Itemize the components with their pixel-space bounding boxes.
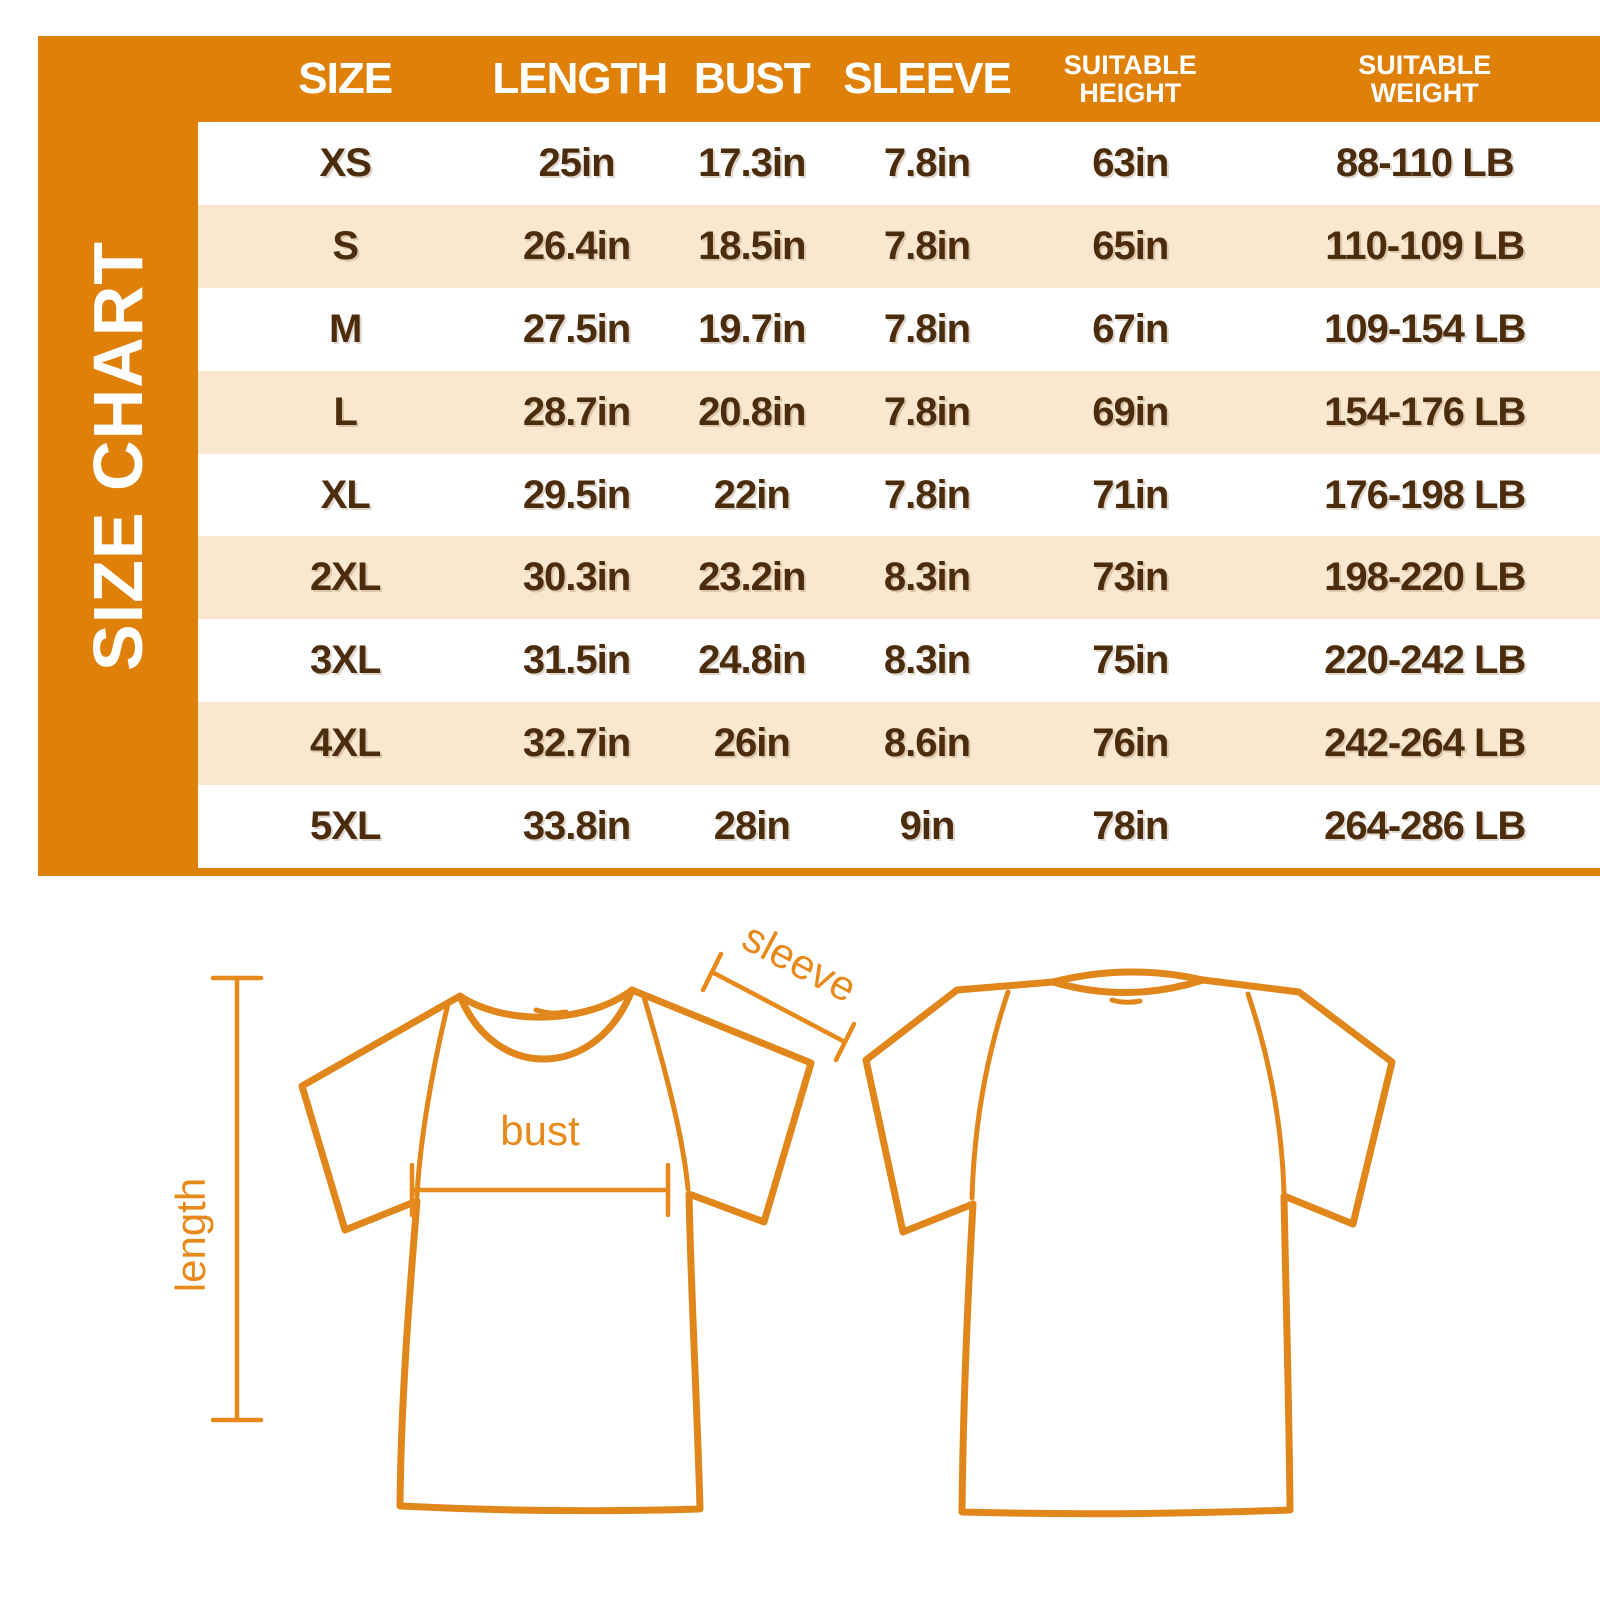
size-cell: 3XL (310, 638, 381, 683)
sleeve-cell: 7.8in (883, 389, 971, 434)
table-row: M 27.5in 19.7in 7.8in 67in 109-154 LB (198, 288, 1600, 371)
column-header-length: LENGTH (492, 54, 668, 104)
weight-cell: 154-176 LB (1324, 389, 1526, 434)
sleeve-cell: 7.8in (883, 306, 971, 351)
length-measure-line (210, 975, 264, 1423)
length-cell: 25in (538, 140, 616, 185)
sleeve-cell: 7.8in (883, 223, 971, 268)
table-row: XL 29.5in 22in 7.8in 71in 176-198 LB (198, 454, 1600, 537)
size-cell: 5XL (310, 804, 381, 849)
size-cell: 2XL (310, 555, 381, 600)
table-rows: XS 25in 17.3in 7.8in 63in 88-110 LB S 26.4in 18.… (198, 122, 1600, 868)
weight-cell: 242-264 LB (1324, 721, 1526, 766)
bust-cell: 22in (713, 472, 791, 517)
column-header-line1: BUST (693, 54, 811, 104)
column-header-bust: BUST (661, 56, 843, 102)
table-bottom-border (198, 868, 1600, 876)
length-cell: 30.3in (522, 555, 631, 600)
height-cell: 63in (1092, 140, 1169, 185)
bust-cell: 20.8in (698, 389, 806, 434)
weight-cell: 88-110 LB (1335, 140, 1515, 185)
size-cell: XL (320, 472, 371, 517)
size-cell: L (333, 389, 357, 434)
weight-cell: 109-154 LB (1324, 306, 1526, 351)
column-header-weight: SUITABLE WEIGHT (1249, 51, 1600, 107)
weight-cell: 220-242 LB (1324, 638, 1526, 683)
height-cell: 76in (1092, 721, 1169, 766)
length-cell: 29.5in (522, 472, 631, 517)
height-cell: 67in (1092, 306, 1169, 351)
front-shirt-outline (298, 986, 815, 1515)
table-row: 2XL 30.3in 23.2in 8.3in 73in 198-220 LB (198, 536, 1600, 620)
sleeve-cell: 8.3in (883, 638, 971, 683)
bust-cell: 18.5in (698, 223, 806, 268)
sleeve-measure-line (700, 951, 857, 1063)
length-cell: 33.8in (522, 804, 631, 849)
table-header-row: SIZE LENGTH BUST SLEEVE SUITABLE HEIGHT SUITAB… (198, 36, 1600, 122)
size-cell: 4XL (310, 721, 381, 766)
table-row: 5XL 33.8in 28in 9in 78in 264-286 LB (198, 785, 1600, 868)
table-row: XS 25in 17.3in 7.8in 63in 88-110 LB (198, 122, 1600, 205)
height-cell: 78in (1092, 804, 1169, 849)
weight-cell: 198-220 LB (1324, 555, 1526, 600)
length-cell: 26.4in (522, 223, 631, 268)
height-cell: 65in (1092, 223, 1169, 268)
bust-cell: 26in (713, 721, 791, 766)
measurement-diagram: length sleeve bust (167, 913, 1396, 1518)
bust-measure-line (409, 1162, 671, 1218)
size-cell: XS (319, 140, 372, 185)
length-cell: 31.5in (522, 638, 631, 683)
table-row: 3XL 31.5in 24.8in 8.3in 75in 220-242 LB (198, 619, 1600, 702)
bust-cell: 19.7in (698, 306, 806, 351)
sleeve-cell: 9in (899, 804, 956, 849)
table-row: S 26.4in 18.5in 7.8in 65in 110-109 LB (198, 204, 1600, 288)
weight-cell: 176-198 LB (1324, 472, 1526, 517)
bust-cell: 17.3in (698, 140, 806, 185)
sleeve-cell: 7.8in (883, 140, 971, 185)
size-chart-main: SIZE LENGTH BUST SLEEVE SUITABLE HEIGHT SUITAB… (198, 36, 1600, 876)
sleeve-cell: 8.3in (883, 555, 971, 600)
size-cell: M (329, 306, 362, 351)
sleeve-cell: 7.8in (883, 472, 971, 517)
length-label: length (167, 1178, 214, 1292)
column-header-sleeve: SLEEVE (843, 54, 1012, 104)
weight-cell: 264-286 LB (1324, 804, 1526, 849)
size-chart-sidebar: SIZE CHART (38, 36, 198, 876)
table-row: L 28.7in 20.8in 7.8in 69in 154-176 LB (198, 370, 1600, 454)
height-cell: 71in (1092, 472, 1169, 517)
bust-label: bust (500, 1107, 580, 1154)
length-cell: 28.7in (522, 389, 631, 434)
column-header-line1: SUITABLE (1063, 49, 1197, 80)
column-header-line1: SLEEVE (843, 54, 1012, 104)
height-cell: 75in (1092, 638, 1169, 683)
size-cell: S (332, 223, 359, 268)
column-header-line1: SUITABLE (1358, 49, 1492, 80)
height-cell: 69in (1092, 389, 1169, 434)
column-header-line2: HEIGHT (1079, 78, 1182, 108)
height-cell: 73in (1092, 555, 1169, 600)
length-cell: 32.7in (522, 721, 631, 766)
column-header-size: SIZE (198, 56, 492, 102)
length-cell: 27.5in (522, 306, 631, 351)
table-row: 4XL 32.7in 26in 8.6in 76in 242-264 LB (198, 702, 1600, 786)
bust-cell: 24.8in (698, 638, 806, 683)
bust-cell: 23.2in (698, 555, 806, 600)
bust-cell: 28in (713, 804, 791, 849)
size-chart-title: SIZE CHART (79, 241, 157, 671)
sleeve-cell: 8.6in (883, 721, 971, 766)
size-chart-table: SIZE CHART SIZE LENGTH BUST SLEEVE SUITABLE H… (38, 36, 1600, 876)
back-shirt-outline (862, 968, 1396, 1518)
weight-cell: 110-109 LB (1325, 223, 1525, 268)
column-header-line2: WEIGHT (1370, 78, 1479, 108)
column-header-line1: LENGTH (492, 54, 668, 104)
column-header-line1: SIZE (298, 54, 393, 104)
column-header-height: SUITABLE HEIGHT (1011, 51, 1249, 107)
